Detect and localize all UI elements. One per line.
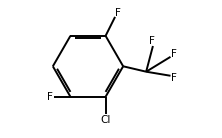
- Text: F: F: [47, 92, 53, 102]
- Text: F: F: [171, 73, 177, 83]
- Text: F: F: [115, 8, 121, 18]
- Text: Cl: Cl: [100, 115, 111, 125]
- Text: F: F: [149, 36, 155, 46]
- Text: F: F: [171, 49, 177, 59]
